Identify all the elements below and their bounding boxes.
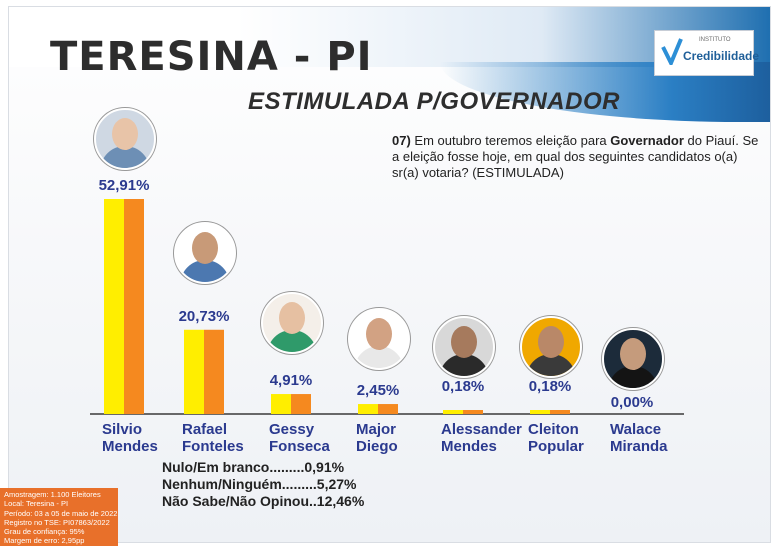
meta-margem: Margem de erro: 2,95pp [4, 536, 85, 546]
data-label: 20,73% [178, 307, 230, 325]
logo-name-text: Credibilidade [683, 49, 760, 63]
bar [104, 199, 124, 414]
bar [184, 329, 204, 414]
candidate-photo [261, 292, 323, 354]
category-label: Cleiton Popular [528, 421, 584, 455]
header-band [9, 7, 770, 67]
other-responses: Nulo/Em branco.........0,91% Nenhum/Ning… [162, 459, 364, 510]
bar-shade [124, 199, 144, 414]
candidate-photo [602, 328, 664, 390]
meta-periodo: Período: 03 a 05 de maio de 2022 [4, 508, 118, 518]
question-emphasis: Governador [610, 133, 684, 148]
candidate-photo [174, 222, 236, 284]
category-label: Gessy Fonseca [269, 421, 330, 455]
nulo-row: Nulo/Em branco.........0,91% [162, 459, 345, 475]
bar [358, 404, 378, 414]
category-label: Silvio Mendes [102, 421, 158, 455]
candidate-photo [433, 316, 495, 378]
candidate-photo [520, 316, 582, 378]
bar-shade [463, 410, 483, 414]
meta-amostragem: Amostragem: 1.100 Eleitores [4, 490, 101, 499]
survey-metadata: Amostragem: 1.100 Eleitores Local: Teres… [0, 488, 118, 546]
checkmark-icon [661, 38, 683, 65]
data-label: 0,18% [528, 378, 572, 395]
bar [271, 394, 291, 414]
institute-logo: INSTITUTO Credibilidade [654, 30, 759, 76]
bar [530, 410, 550, 414]
data-label: 4,91% [269, 372, 313, 390]
question-number: 07) [392, 133, 411, 148]
category-label: Rafael Fonteles [182, 421, 244, 455]
bar-shade [291, 394, 311, 414]
candidate-photo [94, 108, 156, 170]
question-text: 07) Em outubro teremos eleição para Gove… [392, 133, 762, 181]
bar-shade [378, 404, 398, 414]
bar [443, 410, 463, 414]
question-part-1: Em outubro teremos eleição para [410, 133, 611, 148]
city-title: TERESINA - PI [50, 34, 373, 80]
logo-instituto-text: INSTITUTO [699, 37, 731, 43]
category-label: Major Diego [356, 421, 398, 455]
meta-registro: Registro no TSE: PI07863/2022 [4, 517, 110, 527]
data-label: 52,91% [98, 177, 150, 194]
category-label: Walace Miranda [610, 421, 668, 455]
bar-shade [550, 410, 570, 414]
meta-confianca: Grau de confiança: 95% [4, 527, 85, 537]
bar-shade [204, 329, 224, 414]
chart-subtitle: ESTIMULADA P/GOVERNADOR [248, 88, 620, 115]
candidate-photo [348, 308, 410, 370]
nenhum-row: Nenhum/Ninguém.........5,27% [162, 476, 357, 492]
nao-sabe-row: Não Sabe/Não Opinou..12,46% [162, 493, 365, 509]
meta-local: Local: Teresina - PI [4, 499, 69, 509]
category-label: Alessander Mendes [441, 421, 522, 455]
data-label: 0,00% [610, 394, 654, 411]
data-label: 2,45% [356, 382, 400, 400]
question-part-2: do Piauí. Se a eleição fosse hoje, em qu… [392, 133, 759, 180]
data-label: 0,18% [441, 378, 485, 395]
